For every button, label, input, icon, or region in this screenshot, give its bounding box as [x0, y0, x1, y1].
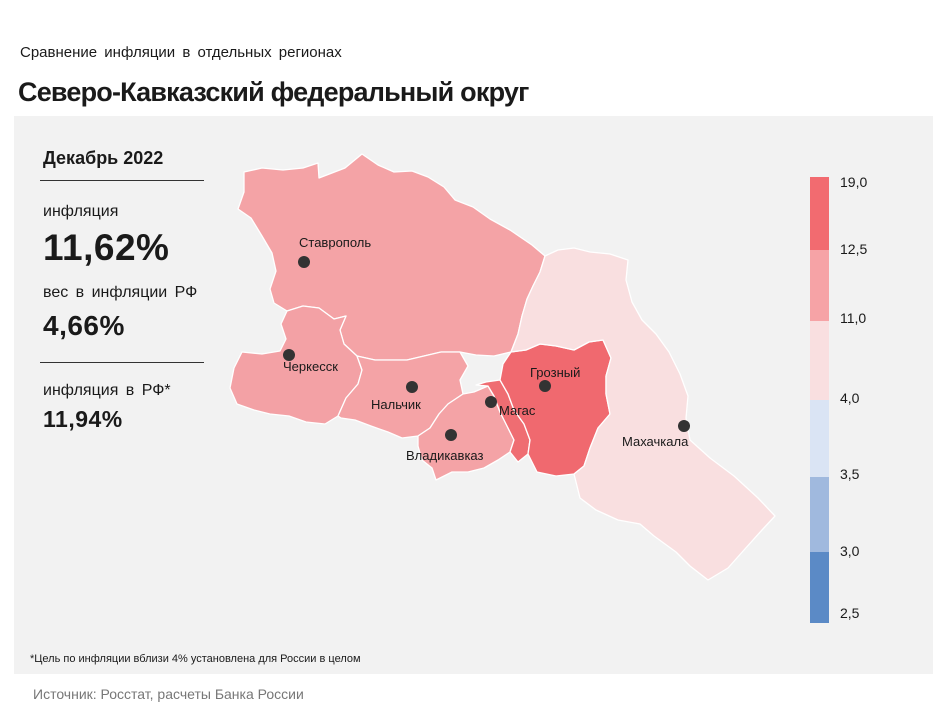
legend-label-2-5: 2,5: [840, 605, 860, 621]
legend-swatch-3: [810, 321, 829, 400]
page-title: Северо-Кавказский федеральный округ: [18, 77, 529, 107]
legend-swatch-2: [810, 250, 829, 321]
source-note: Источник: Росстат, расчеты Банка России: [33, 686, 304, 702]
legend-label-3: 3,0: [840, 543, 860, 559]
region-dagestan: [510, 247, 776, 581]
city-label-magas: Магас: [499, 403, 536, 418]
city-markers: [283, 256, 690, 441]
city-marker-cherkessk: [283, 349, 295, 361]
legend-label-4: 4,0: [840, 390, 860, 406]
city-marker-makhachkala: [678, 420, 690, 432]
inflation-label: инфляция: [43, 203, 119, 220]
legend-swatch-6: [810, 552, 829, 623]
city-marker-magas: [485, 396, 497, 408]
legend-swatch-5: [810, 477, 829, 552]
divider-top: [40, 180, 204, 181]
subtitle: Сравнение инфляции в отдельных регионах: [20, 44, 342, 61]
city-labels: Ставрополь Черкесск Нальчик Владикавказ …: [283, 235, 689, 463]
city-marker-stavropol: [298, 256, 310, 268]
city-label-stavropol: Ставрополь: [299, 235, 371, 250]
inflation-value: 11,62%: [43, 227, 170, 268]
city-label-vladikavkaz: Владикавказ: [406, 448, 484, 463]
legend-label-12-5: 12,5: [840, 241, 868, 257]
city-label-nalchik: Нальчик: [371, 397, 421, 412]
city-label-cherkessk: Черкесск: [283, 359, 338, 374]
legend-label-11: 11,0: [840, 310, 867, 326]
region-karachay-cherkessia: [229, 305, 363, 425]
legend-color-bar: [810, 177, 829, 623]
weight-value: 4,66%: [43, 310, 125, 341]
footnote: *Цель по инфляции вблизи 4% установлена …: [30, 653, 361, 665]
legend-label-3-5: 3,5: [840, 466, 860, 482]
city-marker-nalchik: [406, 381, 418, 393]
legend-label-19: 19,0: [840, 174, 868, 190]
weight-label: вес в инфляции РФ: [43, 284, 198, 301]
legend-swatch-1: [810, 177, 829, 250]
legend-swatch-4: [810, 400, 829, 477]
rf-inflation-label: инфляция в РФ*: [43, 382, 171, 399]
region-stavropol: [237, 153, 546, 361]
city-marker-grozny: [539, 380, 551, 392]
divider-bottom: [40, 362, 204, 363]
city-marker-vladikavkaz: [445, 429, 457, 441]
rf-inflation-value: 11,94%: [43, 406, 123, 432]
period-label: Декабрь 2022: [43, 148, 164, 168]
city-label-makhachkala: Махачкала: [622, 434, 689, 449]
city-label-grozny: Грозный: [530, 365, 580, 380]
